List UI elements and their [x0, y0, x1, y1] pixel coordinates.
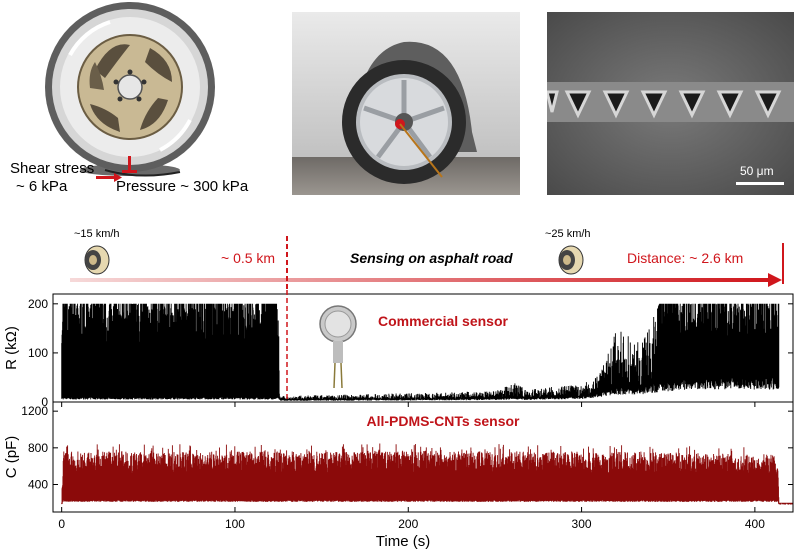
tire-diagram: Shear stress ~ 6 kPa Pressure ~ 300 kPa — [0, 0, 280, 210]
panel-frame — [52, 401, 794, 513]
x-tick-label: 100 — [225, 517, 245, 531]
tire-illustration — [45, 2, 215, 182]
x-axis-label: Time (s) — [376, 533, 430, 550]
y-tick-label: 0 — [41, 395, 48, 409]
car-wheel-photo — [292, 12, 520, 195]
y-axis-label: R (kΩ) — [3, 326, 20, 370]
pressure-label: Pressure ~ 300 kPa — [116, 178, 249, 195]
x-tick-label: 0 — [58, 517, 65, 531]
sensor-charts: 0 100 200 R (kΩ) Commercial sensor 400 800 1200… — [3, 290, 794, 550]
pressure-arrow — [128, 156, 131, 172]
series-title: Commercial sensor — [378, 313, 508, 329]
y-axis-label: C (pF) — [3, 436, 20, 479]
x-tick-label: 200 — [398, 517, 418, 531]
commercial-sensor-photo — [318, 304, 358, 390]
split-distance-label: ~ 0.5 km — [221, 250, 276, 266]
wheel-icon-1 — [84, 245, 110, 275]
wheel-icon-2 — [558, 245, 584, 275]
shear-arrow — [96, 176, 114, 179]
x-tick-label: 300 — [572, 517, 592, 531]
total-distance-label: Distance: ~ 2.6 km — [627, 250, 744, 266]
commercial-sensor-trace — [61, 303, 780, 401]
sem-micrograph: 50 μm — [547, 12, 794, 195]
y-tick-label: 200 — [28, 297, 48, 311]
y-tick-label: 400 — [28, 478, 48, 492]
x-tick-label: 400 — [745, 517, 765, 531]
route-title: Sensing on asphalt road — [350, 250, 513, 266]
scale-bar — [736, 182, 784, 185]
shear-stress-value: ~ 6 kPa — [16, 178, 68, 195]
y-tick-label: 100 — [28, 346, 48, 360]
scale-bar-label: 50 μm — [740, 164, 774, 178]
pdms-cnt-sensor-trace — [61, 443, 794, 505]
series-title: All-PDMS-CNTs sensor — [367, 413, 521, 429]
y-tick-label: 1200 — [21, 404, 48, 418]
route-arrow-shaft — [70, 278, 770, 282]
route-arrowhead — [768, 273, 782, 287]
speed-label-1: ~15 km/h — [74, 228, 120, 240]
hub — [117, 74, 143, 100]
route-banner: ~15 km/h ~25 km/h ~ 0.5 km Sensing on as… — [0, 218, 800, 290]
shear-stress-label: Shear stress — [10, 160, 95, 177]
y-tick-label: 800 — [28, 441, 48, 455]
speed-label-2: ~25 km/h — [545, 228, 591, 240]
